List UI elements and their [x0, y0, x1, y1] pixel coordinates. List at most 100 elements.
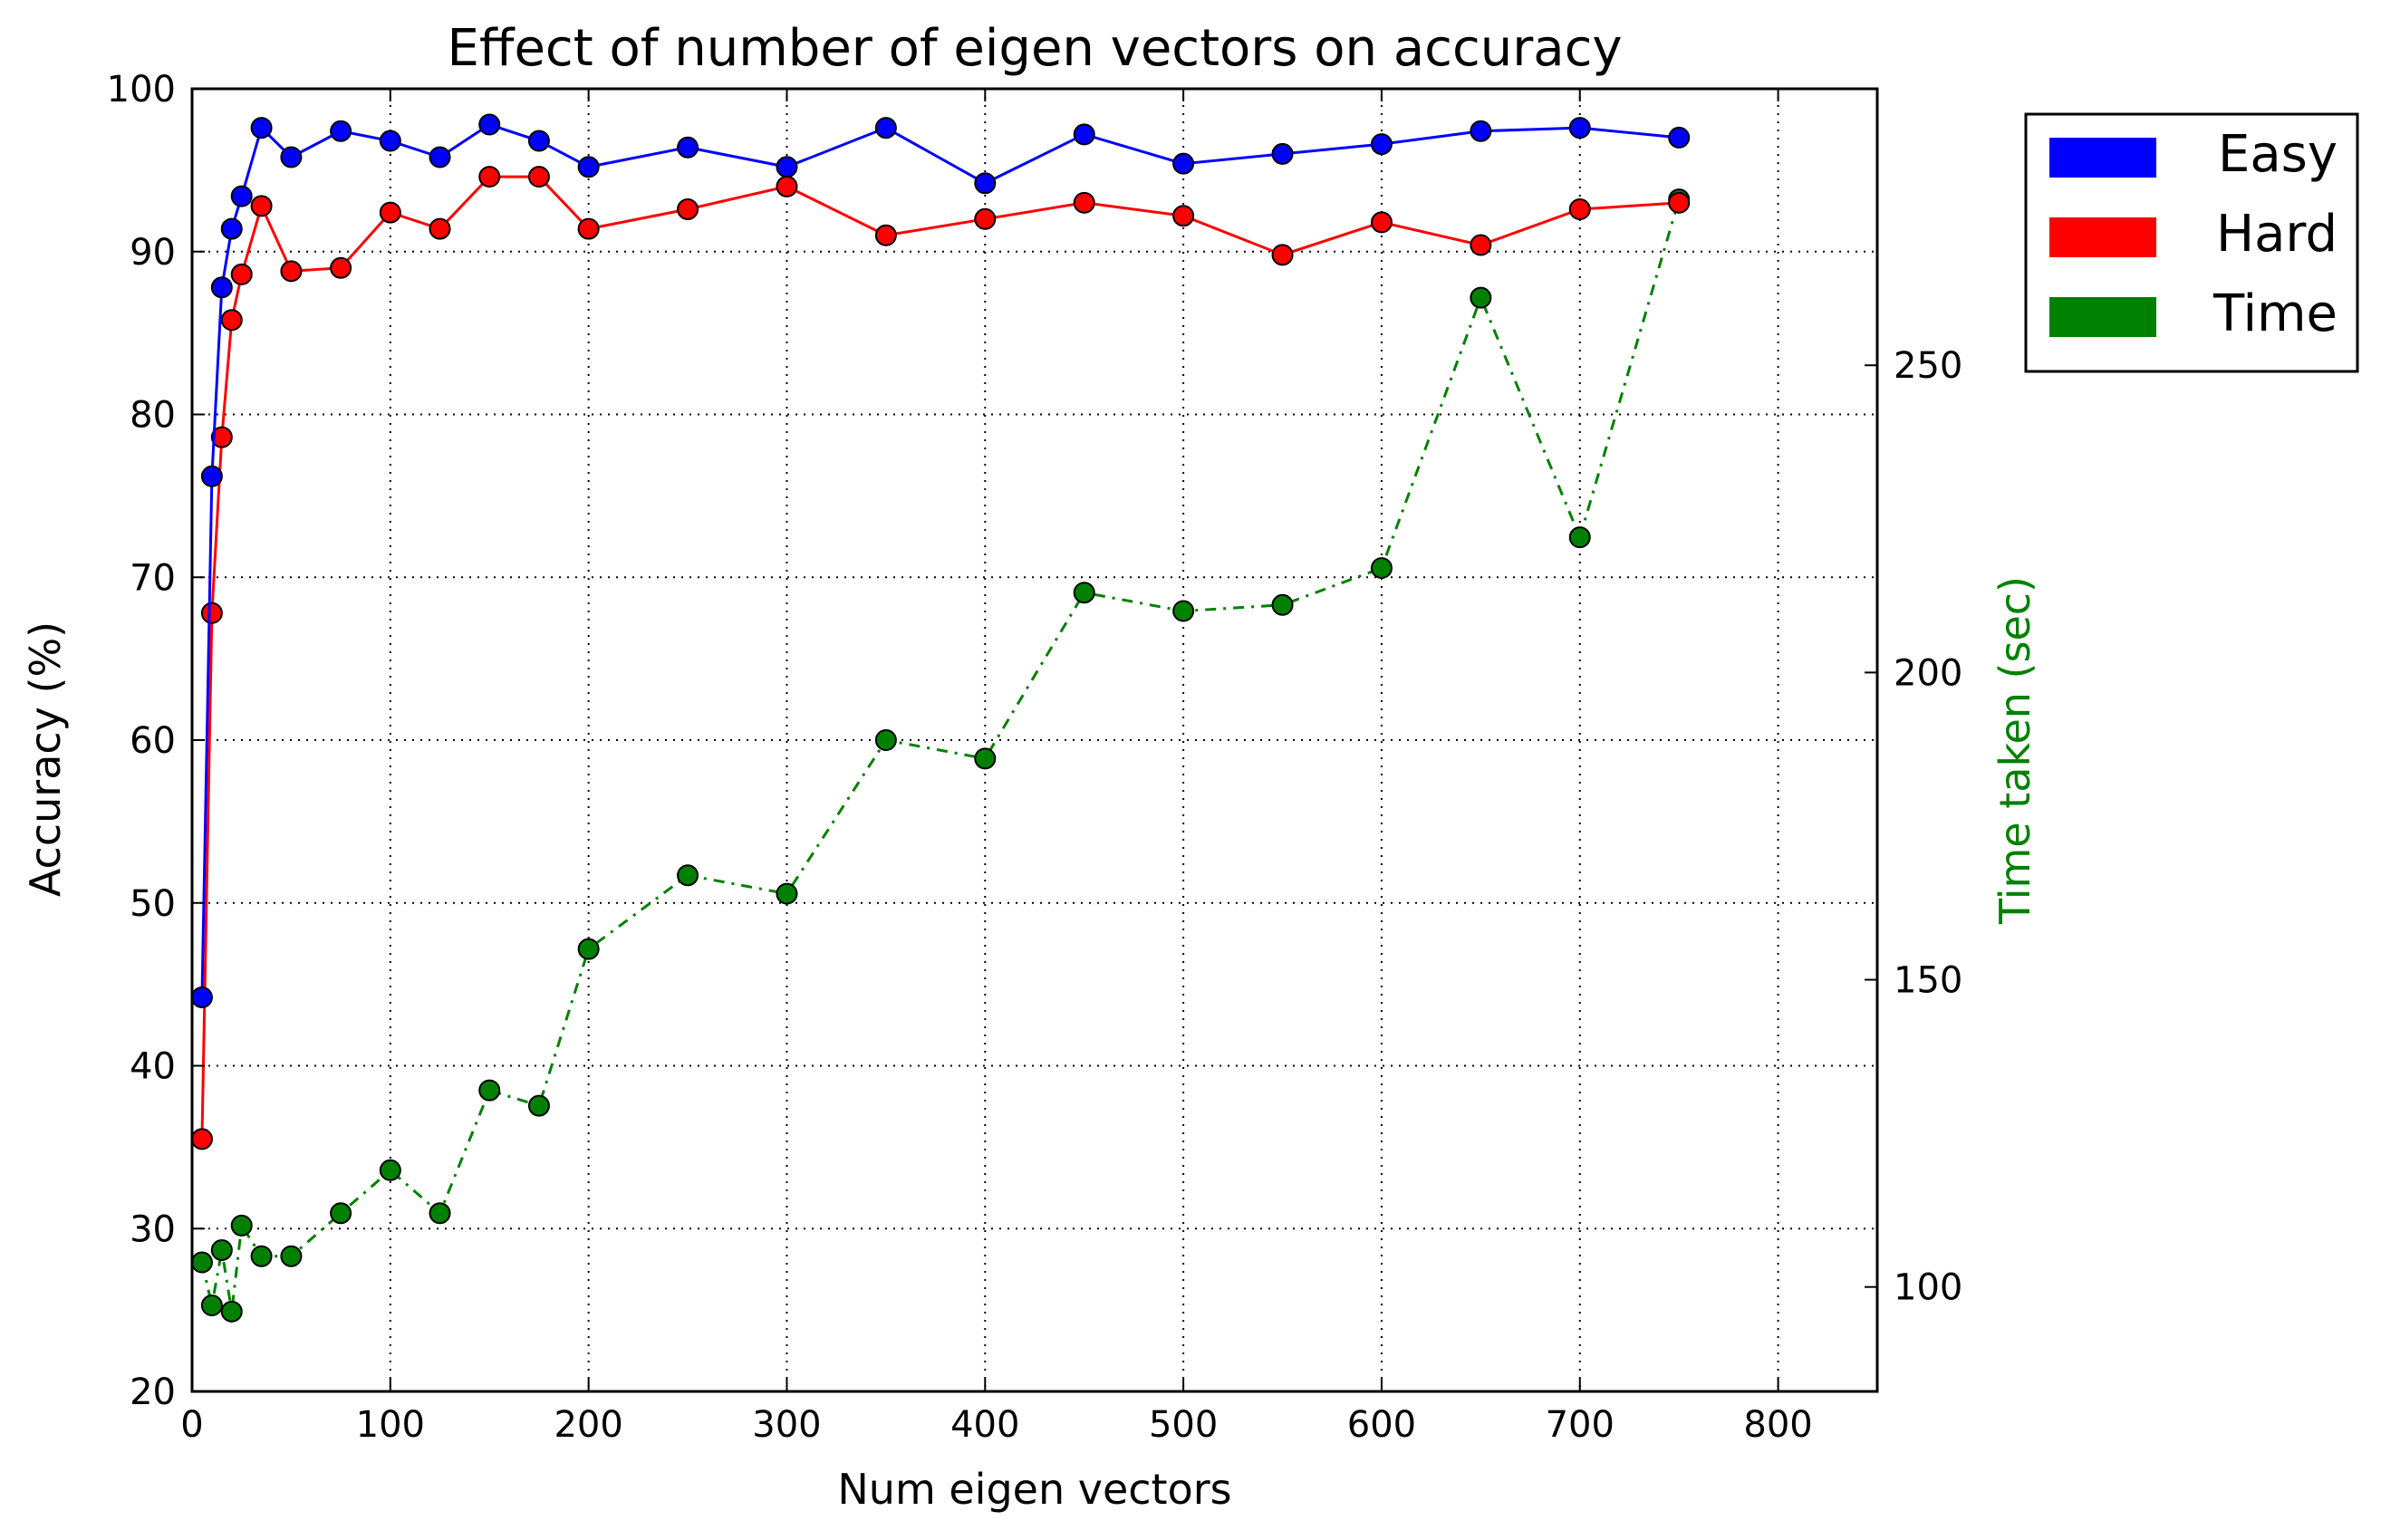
- y-tick-label: 50: [130, 883, 176, 925]
- y-tick-label: 40: [130, 1046, 176, 1088]
- data-point-time: [1470, 286, 1492, 309]
- data-point-hard: [429, 217, 451, 240]
- data-point-easy: [1568, 117, 1591, 140]
- data-point-easy: [210, 276, 233, 299]
- data-point-time: [190, 1251, 213, 1274]
- data-point-easy: [250, 117, 273, 140]
- data-point-time: [330, 1202, 352, 1225]
- x-tick-label: 300: [752, 1404, 821, 1446]
- data-point-easy: [200, 465, 223, 487]
- x-axis-label: Num eigen vectors: [837, 1465, 1231, 1514]
- y-tick-label: 90: [130, 232, 176, 274]
- x-tick-label: 400: [950, 1404, 1019, 1446]
- legend-label-hard: Hard: [2216, 205, 2338, 264]
- x-tick-label: 0: [180, 1404, 203, 1446]
- data-point-hard: [1568, 198, 1591, 221]
- x-tick-label: 200: [554, 1404, 622, 1446]
- data-point-hard: [1271, 244, 1294, 266]
- data-point-hard: [874, 224, 897, 246]
- data-point-easy: [190, 987, 213, 1009]
- y-tick-label: 70: [130, 557, 176, 599]
- series-time: [190, 188, 1691, 1323]
- series-easy: [190, 113, 1691, 1009]
- data-point-easy: [776, 156, 798, 178]
- legend-swatch-hard: [2049, 217, 2156, 257]
- data-point-time: [776, 882, 798, 905]
- data-point-time: [1370, 557, 1393, 580]
- data-point-easy: [874, 117, 897, 140]
- data-point-easy: [974, 172, 997, 195]
- data-point-hard: [250, 195, 273, 217]
- data-point-easy: [677, 136, 699, 159]
- data-point-easy: [1172, 152, 1195, 175]
- data-point-easy: [1470, 120, 1492, 142]
- y-tick-label: 100: [107, 69, 176, 111]
- series-hard: [190, 166, 1691, 1150]
- data-point-hard: [1668, 191, 1691, 214]
- x-tick-label: 100: [356, 1404, 425, 1446]
- data-point-time: [280, 1245, 303, 1267]
- x-tick-label: 800: [1743, 1404, 1812, 1446]
- data-point-hard: [330, 256, 352, 279]
- data-point-time: [250, 1245, 273, 1267]
- legend: Easy Hard Time: [2024, 112, 2359, 373]
- data-point-easy: [1370, 133, 1393, 156]
- data-point-easy: [1271, 142, 1294, 165]
- y-axis-label: Accuracy (%): [21, 621, 70, 897]
- y-tick-label: 30: [130, 1208, 176, 1250]
- data-point-easy: [577, 156, 600, 178]
- data-point-hard: [379, 201, 401, 224]
- data-point-time: [429, 1202, 451, 1225]
- data-point-hard: [190, 1128, 213, 1150]
- data-point-time: [210, 1238, 233, 1261]
- data-point-hard: [210, 426, 233, 448]
- x-tick-label: 500: [1149, 1404, 1218, 1446]
- y2-tick-label: 150: [1894, 960, 1962, 1002]
- data-point-time: [1073, 582, 1095, 604]
- data-point-hard: [776, 175, 798, 197]
- y2-axis-label: Time taken (sec): [1991, 576, 2039, 925]
- y-tick-label: 80: [130, 395, 176, 437]
- data-point-time: [1271, 593, 1294, 616]
- series-line-time: [200, 198, 1681, 1313]
- y-tick-label: 60: [130, 720, 176, 762]
- data-point-easy: [230, 185, 253, 207]
- data-point-easy: [527, 130, 550, 152]
- data-point-hard: [1073, 191, 1095, 214]
- data-point-time: [200, 1295, 223, 1317]
- data-point-time: [379, 1159, 401, 1181]
- data-point-easy: [1073, 123, 1095, 146]
- chart-title: Effect of number of eigen vectors on acc…: [448, 19, 1623, 78]
- data-point-hard: [1172, 205, 1195, 227]
- data-point-hard: [220, 309, 243, 332]
- data-point-time: [230, 1214, 253, 1237]
- y2-tick-label: 200: [1894, 652, 1962, 694]
- data-point-time: [478, 1079, 501, 1102]
- legend-swatch-time: [2049, 297, 2156, 337]
- data-point-easy: [1668, 126, 1691, 149]
- data-point-easy: [280, 146, 303, 168]
- data-point-hard: [478, 166, 501, 188]
- x-tick-label: 700: [1546, 1404, 1615, 1446]
- data-point-hard: [527, 166, 550, 188]
- data-point-hard: [200, 602, 223, 624]
- data-point-time: [677, 864, 699, 887]
- series-layer: [190, 113, 1691, 1323]
- data-point-easy: [379, 130, 401, 152]
- data-point-hard: [1370, 211, 1393, 234]
- data-point-hard: [677, 198, 699, 221]
- data-point-time: [1172, 600, 1195, 622]
- y-tick-label: 20: [130, 1372, 176, 1413]
- data-point-hard: [974, 207, 997, 230]
- legend-label-time: Time: [2212, 284, 2338, 343]
- y2-tick-label: 250: [1894, 345, 1962, 387]
- x-tick-label: 600: [1347, 1404, 1416, 1446]
- data-point-easy: [429, 146, 451, 168]
- data-point-time: [577, 938, 600, 960]
- data-point-hard: [230, 263, 253, 285]
- data-point-hard: [1470, 234, 1492, 256]
- ticks: 0 100 200 300 400 500 600 700 800 20 30 40 50 60 70 80 9…: [107, 69, 1963, 1446]
- data-point-hard: [280, 260, 303, 283]
